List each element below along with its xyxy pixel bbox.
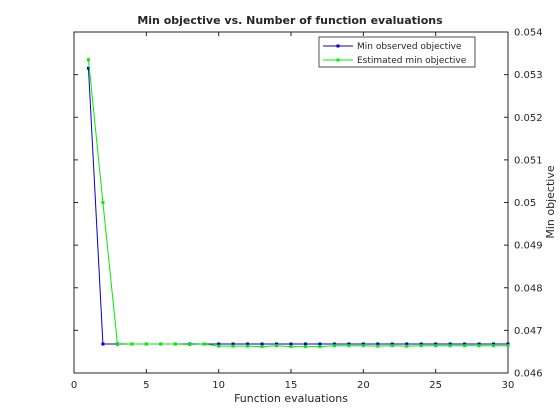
data-point — [448, 342, 452, 346]
data-point — [318, 345, 322, 349]
legend-marker-estimated — [336, 58, 340, 62]
data-point — [347, 344, 351, 348]
data-point — [463, 342, 467, 346]
data-point — [506, 344, 510, 348]
y-axis: 0.046 0.047 0.048 0.049 0.05 0.051 0.052 0.053 0… — [74, 28, 543, 380]
data-point — [159, 342, 163, 346]
y-tick-label: 0.048 — [514, 283, 543, 294]
data-point — [434, 344, 438, 348]
y-tick-label: 0.047 — [514, 326, 543, 337]
data-point — [86, 66, 90, 70]
y-axis-label: Min objective — [544, 165, 557, 238]
data-point — [390, 344, 394, 348]
data-point — [173, 342, 177, 346]
data-point — [477, 342, 481, 346]
chart-title: Min objective vs. Number of function eva… — [137, 14, 443, 27]
data-point — [260, 342, 264, 346]
data-point — [246, 342, 250, 346]
x-axis-label: Function evaluations — [234, 392, 348, 405]
data-point — [361, 344, 365, 348]
x-tick-label: 20 — [357, 380, 370, 391]
y-tick-label: 0.053 — [514, 70, 543, 81]
plot-area — [73, 31, 509, 374]
data-point — [419, 344, 423, 348]
legend-label-observed: Min observed objective — [357, 42, 462, 52]
y-tick-label: 0.051 — [514, 155, 543, 166]
y-tick-label: 0.054 — [514, 28, 543, 39]
x-axis: 0 5 10 15 20 25 30 — [71, 32, 515, 391]
legend-marker-observed — [336, 44, 340, 48]
data-point — [303, 342, 307, 346]
data-point — [332, 344, 336, 348]
series-line-1 — [87, 59, 508, 348]
y-tick-label: 0.052 — [514, 113, 543, 124]
data-point — [318, 342, 322, 346]
data-point — [188, 342, 192, 346]
data-point — [492, 344, 496, 348]
data-point — [463, 344, 467, 348]
data-point — [434, 342, 438, 346]
data-point — [477, 344, 481, 348]
data-point — [361, 342, 365, 346]
data-point — [376, 344, 380, 348]
data-point — [115, 342, 119, 346]
data-point — [101, 342, 105, 346]
data-point — [405, 344, 409, 348]
data-point — [405, 342, 409, 346]
series-layer — [86, 58, 510, 349]
data-point — [231, 342, 235, 346]
data-point — [376, 342, 380, 346]
x-tick-label: 5 — [143, 380, 149, 391]
y-tick-label: 0.046 — [514, 369, 543, 380]
data-point — [506, 342, 510, 346]
data-point — [202, 342, 206, 346]
data-point — [332, 342, 336, 346]
x-tick-label: 30 — [502, 380, 515, 391]
y-tick-label: 0.05 — [514, 198, 536, 209]
data-point — [275, 342, 279, 346]
data-point — [275, 344, 279, 348]
data-point — [260, 345, 264, 349]
x-tick-label: 15 — [285, 380, 298, 391]
x-tick-label: 10 — [212, 380, 225, 391]
data-point — [231, 344, 235, 348]
data-point — [86, 58, 90, 62]
data-point — [390, 342, 394, 346]
data-point — [419, 342, 423, 346]
data-point — [101, 201, 105, 204]
data-point — [289, 342, 293, 346]
data-point — [492, 342, 496, 346]
data-point — [144, 342, 148, 346]
legend-label-estimated: Estimated min objective — [357, 56, 467, 66]
data-point — [246, 344, 250, 348]
legend: Min observed objective Estimated min obj… — [318, 36, 476, 68]
legend-box — [318, 36, 476, 68]
x-tick-label: 0 — [71, 380, 77, 391]
y-tick-label: 0.049 — [514, 241, 543, 252]
x-tick-label: 25 — [429, 380, 442, 391]
data-point — [217, 342, 221, 346]
data-point — [217, 344, 221, 348]
data-point — [347, 342, 351, 346]
data-point — [303, 345, 307, 349]
data-point — [289, 345, 293, 349]
data-point — [448, 344, 452, 348]
data-point — [130, 342, 134, 346]
